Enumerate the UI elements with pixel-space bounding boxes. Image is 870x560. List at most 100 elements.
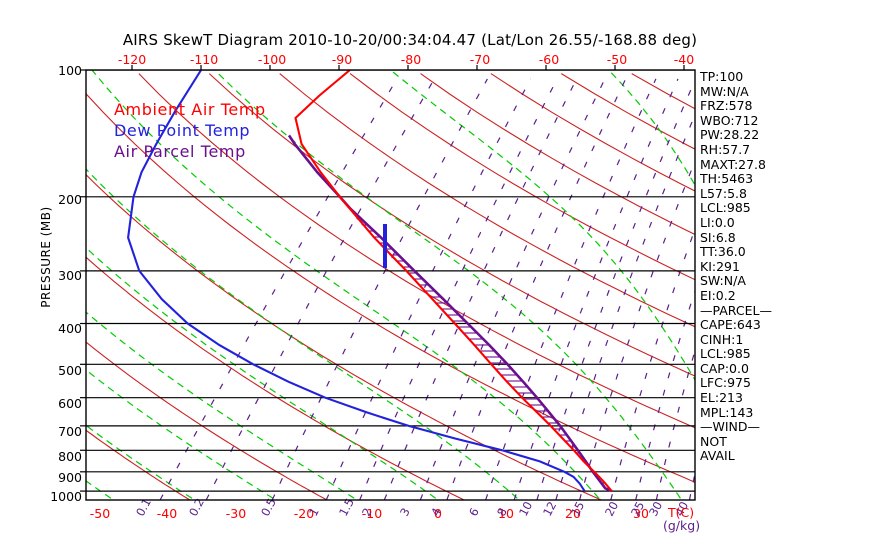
pressure-tick-700: 700: [58, 424, 82, 439]
panel-row-25: NOT: [700, 433, 727, 449]
mixing-ratio-line-25: [635, 289, 695, 500]
dry-adiabat-80: [208, 73, 695, 377]
panel-row-10: LI:0.0: [700, 214, 735, 230]
mixing-ratio-lines: [159, 78, 695, 500]
pressure-tick-800: 800: [58, 449, 82, 464]
panel-row-6: MAXT:27.8: [700, 156, 766, 172]
top-temp-tick--80: -80: [400, 52, 422, 67]
bottom-temp-tick-10: 10: [498, 506, 514, 521]
bottom-temp-tick--20: -20: [293, 506, 315, 521]
bottom-temp-tick--30: -30: [225, 506, 247, 521]
pressure-tick-200: 200: [58, 192, 82, 207]
panel-row-16: —PARCEL—: [700, 302, 772, 318]
top-temp-tick--110: -110: [189, 52, 219, 67]
dewpoint-thick-segment: [383, 224, 387, 268]
dry-adiabat-40: [86, 92, 695, 483]
dry-adiabat-260: [843, 74, 870, 295]
dry-adiabat-120: [349, 73, 695, 281]
panel-row-0: TP:100: [700, 69, 744, 84]
plot-border: [85, 69, 696, 501]
mixing-ratio-line-20: [610, 227, 695, 500]
plot-gridlines: [0, 51, 870, 500]
panel-row-23: MPL:143: [700, 404, 754, 420]
isobar-lines: [86, 70, 695, 492]
legend-item-air-parcel-temp: Air Parcel Temp: [114, 142, 246, 161]
dry-adiabat-0: [86, 256, 465, 500]
pressure-tick-1000: 1000: [50, 489, 82, 504]
panel-row-3: WBO:712: [700, 112, 759, 128]
panel-row-19: LCL:985: [700, 346, 751, 362]
panel-row-4: PW:28.22: [700, 127, 760, 143]
mixing-ratio-line-2: [383, 78, 578, 500]
top-temp-tick--100: -100: [257, 52, 287, 67]
bottom-temp-tick-30: 30: [633, 506, 649, 521]
panel-row-15: EI:0.2: [700, 287, 736, 303]
panel-row-24: —WIND—: [700, 419, 761, 435]
moist-adiabat-0: [86, 246, 437, 499]
top-temp-tick--40: -40: [673, 52, 695, 67]
panel-row-20: CAP:0.0: [700, 360, 749, 376]
moist-adiabat--36: [86, 424, 193, 499]
moist-adiabat--48: [86, 480, 112, 499]
moist-adiabat-84: [861, 51, 870, 499]
legend-item-dew-point-temp: Dew Point Temp: [114, 121, 251, 140]
mixing-ratio-line-8: [513, 78, 679, 500]
dry-adiabat--40: [86, 429, 191, 500]
pressure-tick-500: 500: [58, 363, 82, 378]
mixing-ratio-line-1.5: [359, 78, 558, 500]
mixing-ratio-line-6: [485, 78, 657, 500]
bottom-temp-tick--40: -40: [156, 506, 178, 521]
panel-row-8: L57:5.8: [700, 185, 747, 201]
panel-row-1: MW:N/A: [700, 83, 749, 99]
sounding-parameters-panel: TP:100 MW:N/A FRZ:578 WBO:712 PW:28.22 RH:57.…: [700, 69, 820, 464]
panel-row-18: CINH:1: [700, 331, 744, 347]
dry-adiabat-20: [86, 173, 602, 500]
panel-row-2: FRZ:578: [700, 98, 753, 114]
bottom-temp-tick-0: 0: [434, 506, 442, 521]
mixing-ratio-line-0.1: [159, 78, 398, 500]
x-axis-label-temperature: T(C): [668, 505, 695, 520]
top-temp-tick--60: -60: [538, 52, 560, 67]
pressure-tick-300: 300: [58, 268, 82, 283]
top-temp-tick--70: -70: [469, 52, 491, 67]
mixing-ratio-line-4: [446, 78, 627, 500]
panel-row-17: CAPE:643: [700, 317, 761, 333]
bottom-temp-tick--50: -50: [89, 506, 111, 521]
pressure-tick-1000hpa-top: 100: [58, 63, 82, 78]
dry-adiabat-lines: [86, 73, 870, 500]
moist-adiabat-24: [91, 70, 600, 499]
pressure-tick-900: 900: [58, 470, 82, 485]
moist-adiabat-12: [86, 168, 518, 499]
dry-adiabat--20: [86, 341, 328, 500]
moist-adiabat-48: [389, 70, 695, 382]
panel-row-21: LFC:975: [700, 375, 751, 391]
mixing-ratio-line-12: [555, 113, 695, 500]
dry-adiabat-140: [420, 73, 695, 236]
top-temp-tick--120: -120: [117, 52, 147, 67]
pressure-axis-labels: 100 200 300 400 500 600 700 800 900 1000: [38, 0, 82, 560]
pressure-tick-400: 400: [58, 321, 82, 336]
top-temp-tick--90: -90: [331, 52, 353, 67]
moist-adiabat--12: [86, 311, 355, 499]
page-title: AIRS SkewT Diagram 2010-10-20/00:34:04.4…: [122, 31, 698, 49]
panel-row-13: KI:291: [700, 258, 740, 274]
bottom-temp-tick--10: -10: [361, 506, 383, 521]
axis-tick-marks: [80, 65, 685, 492]
panel-row-14: SW:N/A: [700, 273, 746, 289]
x-axis-label-mixing-ratio: (g/kg): [663, 518, 701, 533]
panel-row-7: TH:5463: [700, 171, 754, 187]
chart-legend: Ambient Air Temp Dew Point Temp Air Parc…: [114, 99, 266, 162]
panel-row-9: LCL:985: [700, 200, 751, 216]
dew-point-temp-curve: [127, 70, 586, 492]
panel-row-5: RH:57.7: [700, 141, 751, 157]
dry-adiabat-60: [138, 73, 695, 429]
mixing-ratio-line-3: [419, 78, 606, 500]
bottom-temp-tick-20: 20: [565, 506, 581, 521]
moist-adiabat-36: [213, 70, 681, 499]
moist-adiabat--60: [0, 156, 30, 498]
panel-row-22: EL:213: [700, 390, 743, 406]
mixing-ratio-line-30: [655, 348, 695, 500]
ambient-air-temp-curve: [294, 70, 613, 492]
